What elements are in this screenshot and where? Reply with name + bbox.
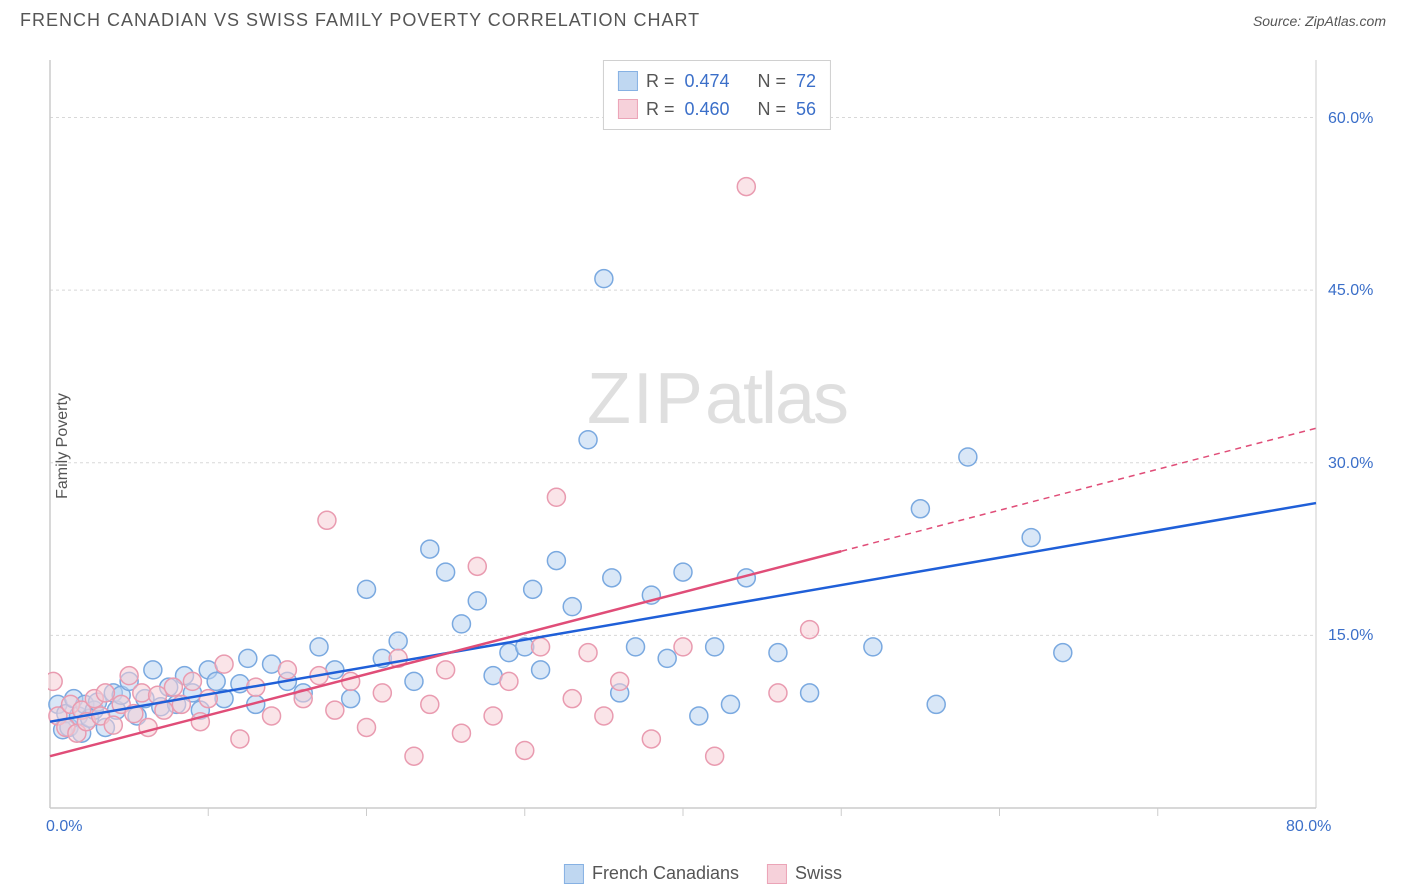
legend-row: R = 0.474 N = 72 (618, 67, 816, 95)
x-axis-max-label: 80.0% (1286, 818, 1331, 836)
r-value: 0.474 (684, 71, 729, 92)
source-link[interactable]: ZipAtlas.com (1305, 13, 1386, 29)
source-prefix: Source: (1253, 13, 1305, 29)
legend-item: Swiss (767, 863, 842, 884)
n-label: N = (758, 99, 787, 120)
chart-area: R = 0.474 N = 72 R = 0.460 N = 56 ZIPatl… (48, 56, 1386, 836)
y-tick-label: 30.0% (1328, 455, 1373, 473)
x-axis-origin-label: 0.0% (46, 818, 82, 836)
series-legend: French Canadians Swiss (564, 863, 842, 884)
legend-text: R = 0.474 N = 72 (646, 71, 816, 92)
legend-label: French Canadians (592, 863, 739, 884)
legend-text: R = 0.460 N = 56 (646, 99, 816, 120)
legend-swatch (618, 99, 638, 119)
y-tick-label: 15.0% (1328, 627, 1373, 645)
n-value: 56 (796, 99, 816, 120)
r-label: R = (646, 71, 675, 92)
header: FRENCH CANADIAN VS SWISS FAMILY POVERTY … (0, 0, 1406, 41)
legend-swatch (564, 864, 584, 884)
n-label: N = (758, 71, 787, 92)
r-label: R = (646, 99, 675, 120)
r-value: 0.460 (684, 99, 729, 120)
n-value: 72 (796, 71, 816, 92)
correlation-legend: R = 0.474 N = 72 R = 0.460 N = 56 (603, 60, 831, 130)
chart-title: FRENCH CANADIAN VS SWISS FAMILY POVERTY … (20, 10, 700, 31)
scatter-plot (48, 56, 1386, 836)
y-tick-label: 60.0% (1328, 110, 1373, 128)
legend-swatch (618, 71, 638, 91)
y-tick-label: 45.0% (1328, 282, 1373, 300)
legend-swatch (767, 864, 787, 884)
legend-label: Swiss (795, 863, 842, 884)
source-label: Source: ZipAtlas.com (1253, 13, 1386, 29)
legend-row: R = 0.460 N = 56 (618, 95, 816, 123)
legend-item: French Canadians (564, 863, 739, 884)
